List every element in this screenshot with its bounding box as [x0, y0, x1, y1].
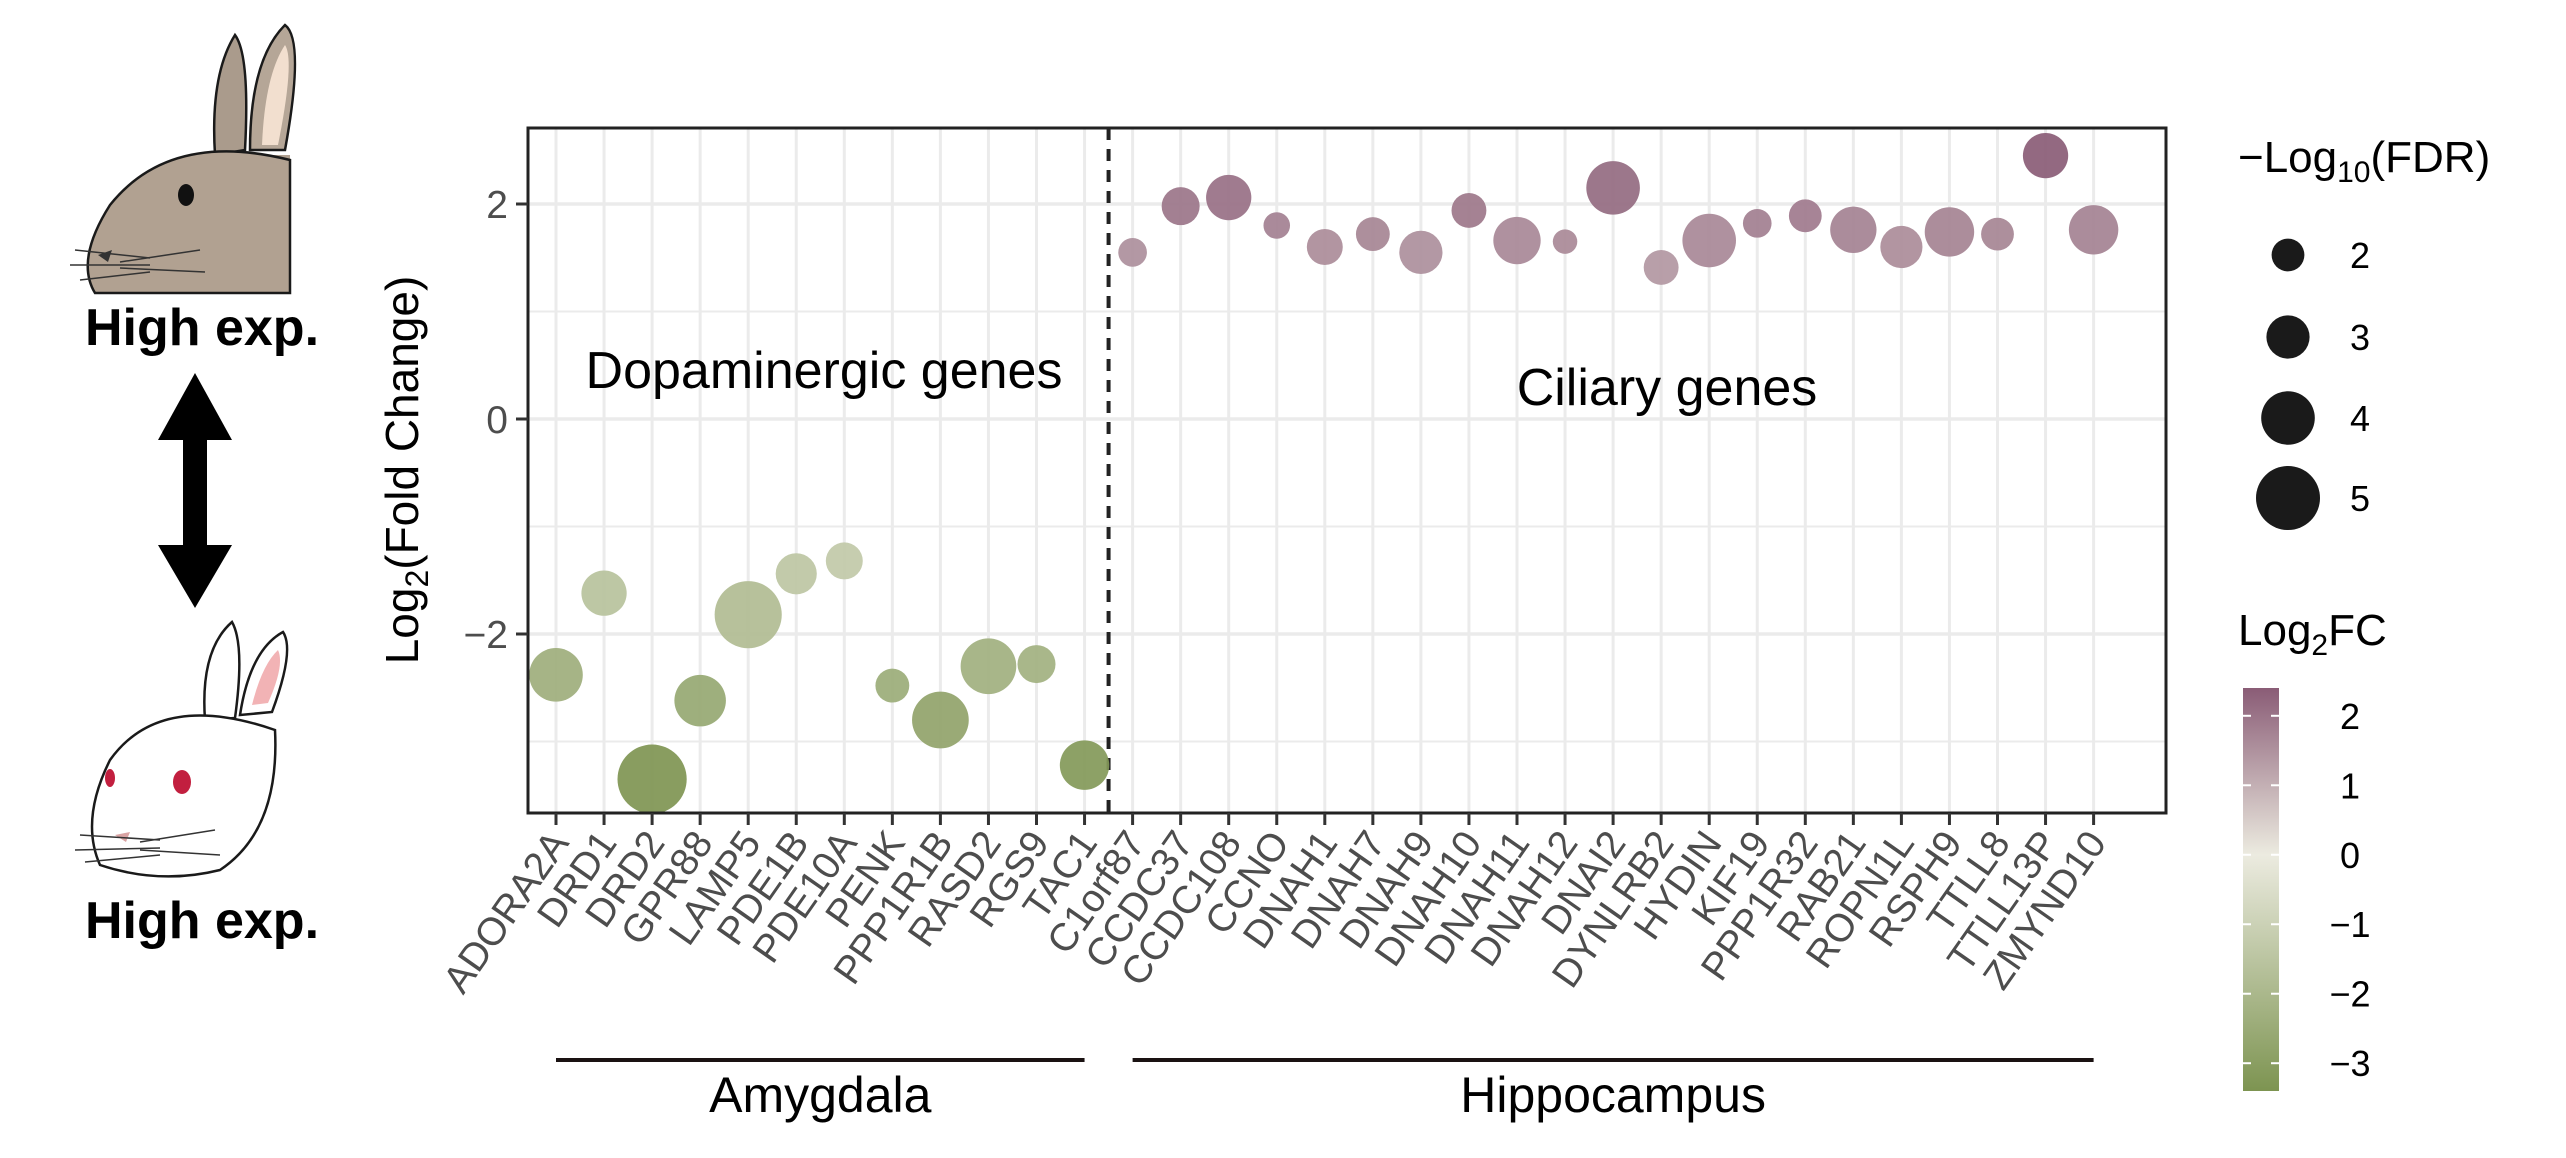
annotation-dopaminergic: Dopaminergic genes: [586, 342, 1063, 400]
color-legend-bar: [2243, 688, 2279, 1091]
plot-background: [528, 128, 2166, 813]
point-dnah10: [1451, 193, 1487, 228]
point-hydin: [1682, 213, 1736, 268]
point-gpr88: [674, 674, 726, 727]
double-arrow-icon: [158, 373, 232, 608]
size-legend-label: 3: [2350, 317, 2370, 358]
color-legend-label: 1: [2340, 765, 2360, 806]
color-legend-label: 2: [2340, 696, 2360, 737]
color-legend: Log2FC 2 1 0 −1 −2 −3: [2238, 606, 2387, 1091]
color-legend-label: −2: [2329, 974, 2370, 1015]
point-penk: [875, 668, 910, 703]
point-dnah7: [1355, 217, 1390, 252]
group-label: Hippocampus: [1460, 1067, 1766, 1123]
point-rsph9: [1924, 207, 1975, 257]
plot-panel: 2 0 −2 ADORA2ADRD1DRD2GPR88LAMP5PDE1BPDE10…: [376, 126, 2168, 1123]
data-points: [529, 132, 2119, 814]
color-legend-label: −1: [2329, 904, 2370, 945]
white-rabbit-icon: [74, 620, 289, 878]
y-tick-label: 2: [486, 184, 508, 227]
point-dnah11: [1493, 216, 1541, 265]
point-c1orf87: [1118, 238, 1147, 267]
point-lamp5: [714, 581, 782, 649]
point-ppp1r1b: [912, 691, 969, 749]
y-tick-label: −2: [464, 614, 508, 657]
side-label-bottom: High exp.: [85, 892, 319, 950]
x-axis: ADORA2ADRD1DRD2GPR88LAMP5PDE1BPDE10APENK…: [435, 813, 2115, 1001]
point-drd1: [581, 570, 627, 616]
point-zmynd10: [2068, 205, 2119, 255]
brown-rabbit-icon: [70, 23, 297, 295]
point-dnah12: [1552, 229, 1578, 254]
point-pde1b: [775, 553, 817, 595]
point-adora2a: [529, 648, 583, 702]
point-tac1: [1059, 740, 1110, 790]
point-dnai2: [1586, 161, 1640, 215]
size-legend-key: [2266, 315, 2310, 359]
side-label-top: High exp.: [85, 299, 319, 357]
color-legend-title: Log2FC: [2238, 606, 2387, 662]
size-legend-label: 5: [2350, 478, 2370, 519]
point-ttll13p: [2022, 132, 2069, 179]
point-rab21: [1830, 206, 1877, 253]
point-dnah9: [1399, 230, 1443, 274]
point-drd2: [617, 744, 687, 814]
point-kif19: [1742, 209, 1772, 238]
size-legend-key: [2261, 391, 2315, 445]
point-pde10a: [825, 542, 863, 580]
point-ttll8: [1981, 217, 2014, 251]
y-axis: 2 0 −2: [464, 184, 528, 657]
size-legend-key: [2271, 238, 2305, 272]
group-brackets: Amygdala Hippocampus: [556, 1058, 2094, 1123]
annotation-ciliary: Ciliary genes: [1517, 359, 1818, 417]
plot-border: [526, 126, 2168, 815]
grid: [528, 128, 2166, 813]
y-axis-title: Log2(Fold Change): [376, 276, 435, 665]
point-ropn1l: [1880, 225, 1923, 269]
point-ccdc108: [1206, 174, 1252, 221]
point-ccno: [1263, 212, 1291, 239]
color-legend-label: 0: [2340, 835, 2360, 876]
size-legend-label: 2: [2350, 235, 2370, 276]
point-rasd2: [960, 638, 1017, 695]
point-rgs9: [1017, 645, 1056, 684]
size-legend-label: 4: [2350, 398, 2370, 439]
group-label: Amygdala: [709, 1067, 932, 1123]
point-ccdc37: [1161, 187, 1200, 226]
point-dnah1: [1306, 229, 1343, 265]
y-tick-label: 0: [486, 399, 508, 442]
size-legend-title: −Log10(FDR): [2238, 133, 2490, 189]
color-legend-label: −3: [2329, 1043, 2370, 1084]
size-legend-key: [2256, 466, 2320, 530]
point-ppp1r32: [1788, 199, 1822, 233]
point-dynlrb2: [1643, 249, 1679, 285]
side-panel: High exp. High exp.: [70, 23, 319, 950]
size-legend: −Log10(FDR) 2 3 4 5: [2238, 133, 2490, 530]
